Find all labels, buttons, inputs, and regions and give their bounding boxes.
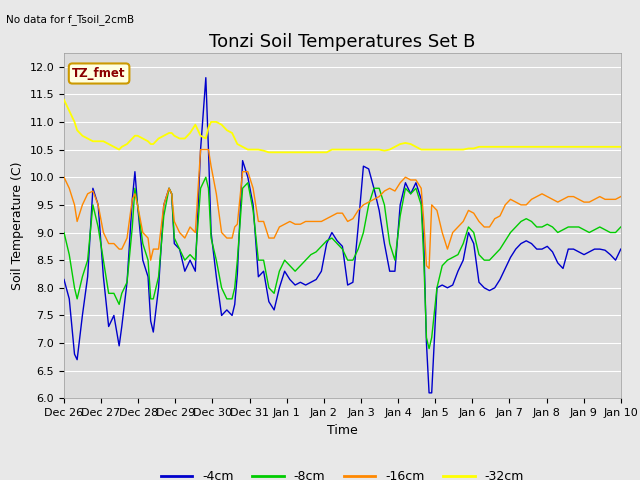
Text: TZ_fmet: TZ_fmet	[72, 67, 126, 80]
Text: No data for f_Tsoil_2cmB: No data for f_Tsoil_2cmB	[6, 14, 134, 25]
Y-axis label: Soil Temperature (C): Soil Temperature (C)	[11, 161, 24, 290]
X-axis label: Time: Time	[327, 424, 358, 437]
Legend: -4cm, -8cm, -16cm, -32cm: -4cm, -8cm, -16cm, -32cm	[156, 465, 529, 480]
Title: Tonzi Soil Temperatures Set B: Tonzi Soil Temperatures Set B	[209, 33, 476, 51]
